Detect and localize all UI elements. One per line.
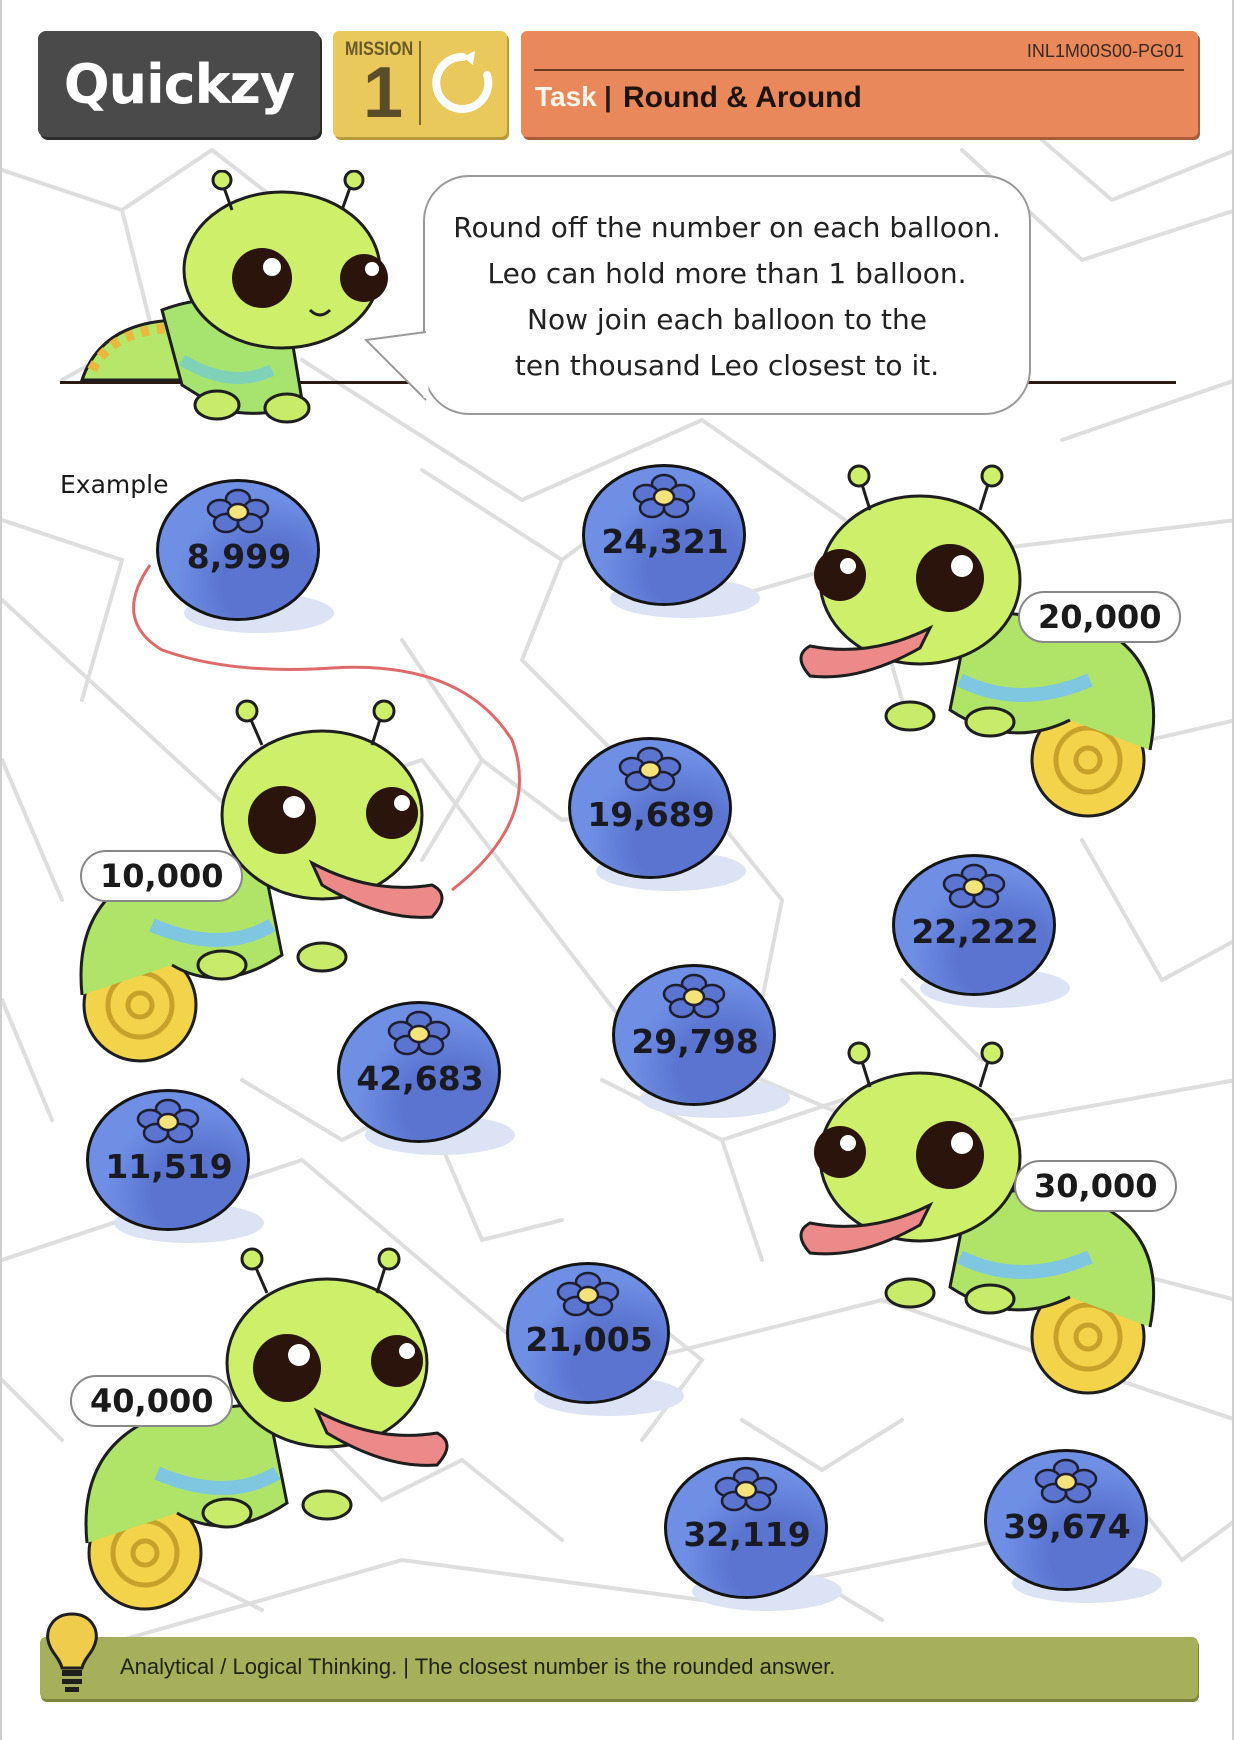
task-header: INL1M00S00-PG01 Task | Round & Around	[521, 31, 1198, 137]
balloon-value: 39,674	[1003, 1507, 1131, 1546]
task-title: Round & Around	[623, 81, 862, 114]
balloon-value: 24,321	[601, 522, 729, 561]
leo-chameleon-mascot	[79, 170, 388, 424]
leo-20000[interactable]	[790, 460, 1190, 825]
flower-icon	[942, 863, 1006, 909]
leo-label-30000: 30,000	[1014, 1160, 1178, 1212]
logo-text: Quickzy	[63, 52, 295, 116]
balloon-body	[612, 964, 776, 1106]
mission-badge: MISSION 1	[333, 31, 507, 137]
flower-icon	[618, 746, 682, 792]
example-label: Example	[60, 470, 169, 499]
balloon-example[interactable]: 8,999	[154, 475, 334, 635]
flower-icon	[206, 488, 270, 534]
flower-icon	[662, 973, 726, 1019]
leo-30000[interactable]	[790, 1037, 1190, 1402]
flower-icon	[556, 1271, 620, 1317]
instruction-line: Now join each balloon to the	[527, 303, 927, 336]
balloon[interactable]: 39,674	[982, 1445, 1162, 1605]
hint-bar: Analytical / Logical Thinking. | The clo…	[40, 1637, 1198, 1699]
balloon[interactable]: 32,119	[662, 1453, 842, 1613]
balloon[interactable]: 11,519	[84, 1085, 264, 1245]
instruction-line: Leo can hold more than 1 balloon.	[487, 257, 967, 290]
balloon-value: 8,999	[186, 537, 292, 576]
balloon-body	[156, 479, 320, 621]
balloon[interactable]: 19,689	[566, 733, 746, 893]
instruction-bubble: Round off the number on each balloon. Le…	[423, 175, 1031, 415]
hint-text: Analytical / Logical Thinking. | The clo…	[120, 1654, 836, 1679]
balloon[interactable]: 42,683	[335, 997, 515, 1157]
leo-label-10000: 10,000	[80, 850, 244, 902]
balloon-value: 22,222	[911, 912, 1039, 951]
balloon-value: 11,519	[105, 1147, 233, 1186]
mission-number: 1	[363, 53, 404, 133]
balloon[interactable]: 22,222	[890, 850, 1070, 1010]
instruction-text: Round off the number on each balloon. Le…	[425, 205, 1029, 389]
balloon-value: 19,689	[587, 795, 715, 834]
flower-icon	[387, 1010, 451, 1056]
balloon-body	[506, 1262, 670, 1404]
leo-label-20000: 20,000	[1018, 591, 1182, 643]
flower-icon	[136, 1098, 200, 1144]
bubble-tail	[363, 331, 429, 401]
task-divider	[534, 69, 1184, 71]
mission-label: MISSION	[345, 39, 414, 60]
balloon-value: 21,005	[525, 1320, 653, 1359]
task-label: Task	[535, 81, 597, 112]
quickzy-logo: Quickzy	[38, 31, 320, 137]
flower-icon	[1034, 1458, 1098, 1504]
balloon-value: 42,683	[356, 1059, 484, 1098]
leo-40000[interactable]	[57, 1243, 477, 1613]
flower-icon	[632, 473, 696, 519]
lightbulb-icon	[46, 1612, 98, 1692]
flower-icon	[714, 1466, 778, 1512]
instruction-line: ten thousand Leo closest to it.	[514, 349, 940, 382]
leo-label-40000: 40,000	[70, 1375, 234, 1427]
balloon[interactable]: 29,798	[610, 960, 790, 1120]
balloon-value: 29,798	[631, 1022, 759, 1061]
task-separator: |	[604, 81, 612, 112]
task-code: INL1M00S00-PG01	[1026, 41, 1184, 61]
mission-divider	[419, 41, 421, 125]
balloon-value: 32,119	[683, 1515, 811, 1554]
refresh-icon	[432, 51, 493, 113]
balloon[interactable]: 21,005	[504, 1258, 684, 1418]
instruction-line: Round off the number on each balloon.	[453, 211, 1001, 244]
balloon-body	[568, 737, 732, 879]
example-connection-line	[132, 564, 521, 892]
balloon[interactable]: 24,321	[580, 460, 760, 620]
